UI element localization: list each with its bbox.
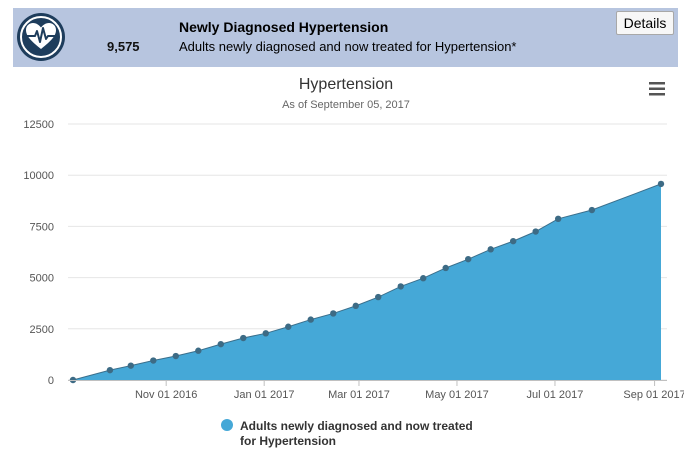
heart-pulse-icon	[17, 13, 65, 61]
data-point[interactable]	[657, 180, 665, 188]
data-point[interactable]	[195, 347, 202, 354]
y-tick-label: 2500	[30, 324, 54, 336]
data-point[interactable]	[106, 366, 114, 374]
data-point[interactable]	[217, 340, 225, 348]
legend-marker[interactable]	[221, 419, 233, 431]
series-area	[69, 180, 665, 384]
y-tick-label: 5000	[30, 273, 54, 285]
x-tick-label: Nov 01 2016	[135, 389, 197, 401]
legend[interactable]: Adults newly diagnosed and now treatedfo…	[221, 419, 473, 448]
data-point[interactable]	[397, 283, 404, 290]
chart-subtitle: As of September 05, 2017	[282, 99, 410, 111]
widget-subtitle: Adults newly diagnosed and now treated f…	[179, 39, 517, 54]
data-point[interactable]	[262, 330, 269, 337]
data-point[interactable]	[487, 246, 494, 253]
legend-label[interactable]: Adults newly diagnosed and now treated	[240, 419, 473, 433]
details-button[interactable]: Details	[616, 11, 674, 35]
data-point[interactable]	[150, 357, 157, 364]
data-point[interactable]	[375, 293, 382, 301]
chart-title: Hypertension	[299, 76, 393, 93]
widget-title: Newly Diagnosed Hypertension	[179, 19, 389, 35]
data-point[interactable]	[420, 275, 427, 282]
y-axis: 0 2500 5000 7500 10000 12500	[23, 119, 54, 387]
data-point[interactable]	[465, 255, 472, 263]
data-point[interactable]	[330, 310, 337, 317]
data-point[interactable]	[240, 334, 247, 342]
patient-count: 9,575	[107, 39, 140, 54]
x-tick-label: May 01 2017	[425, 389, 489, 401]
data-point[interactable]	[442, 264, 449, 272]
data-point[interactable]	[554, 215, 562, 223]
hamburger-menu-icon[interactable]	[649, 82, 665, 85]
legend-label[interactable]: for Hypertension	[240, 434, 336, 448]
x-axis: Nov 01 2016 Jan 01 2017 Mar 01 2017 May 01 …	[68, 380, 684, 401]
data-point[interactable]	[509, 237, 517, 245]
series-line	[72, 183, 662, 381]
data-point[interactable]	[285, 323, 292, 330]
data-point[interactable]	[588, 206, 596, 214]
data-point[interactable]	[532, 228, 539, 235]
y-tick-label: 0	[48, 375, 54, 387]
y-tick-label: 12500	[23, 119, 54, 131]
data-point[interactable]	[127, 362, 135, 369]
chart-menu-button[interactable]	[645, 78, 669, 100]
x-tick-label: Sep 01 2017	[623, 389, 684, 401]
data-point[interactable]	[307, 316, 314, 323]
series-area-fill	[73, 183, 661, 380]
x-tick-label: Jul 01 2017	[527, 389, 584, 401]
summary-header: 9,575 Newly Diagnosed Hypertension Adult…	[13, 8, 678, 67]
data-point[interactable]	[352, 302, 359, 310]
y-tick-label: 7500	[30, 221, 54, 233]
x-tick-label: Jan 01 2017	[234, 389, 295, 401]
x-tick-label: Mar 01 2017	[328, 389, 390, 401]
data-point[interactable]	[172, 352, 180, 360]
y-tick-label: 10000	[23, 170, 54, 182]
